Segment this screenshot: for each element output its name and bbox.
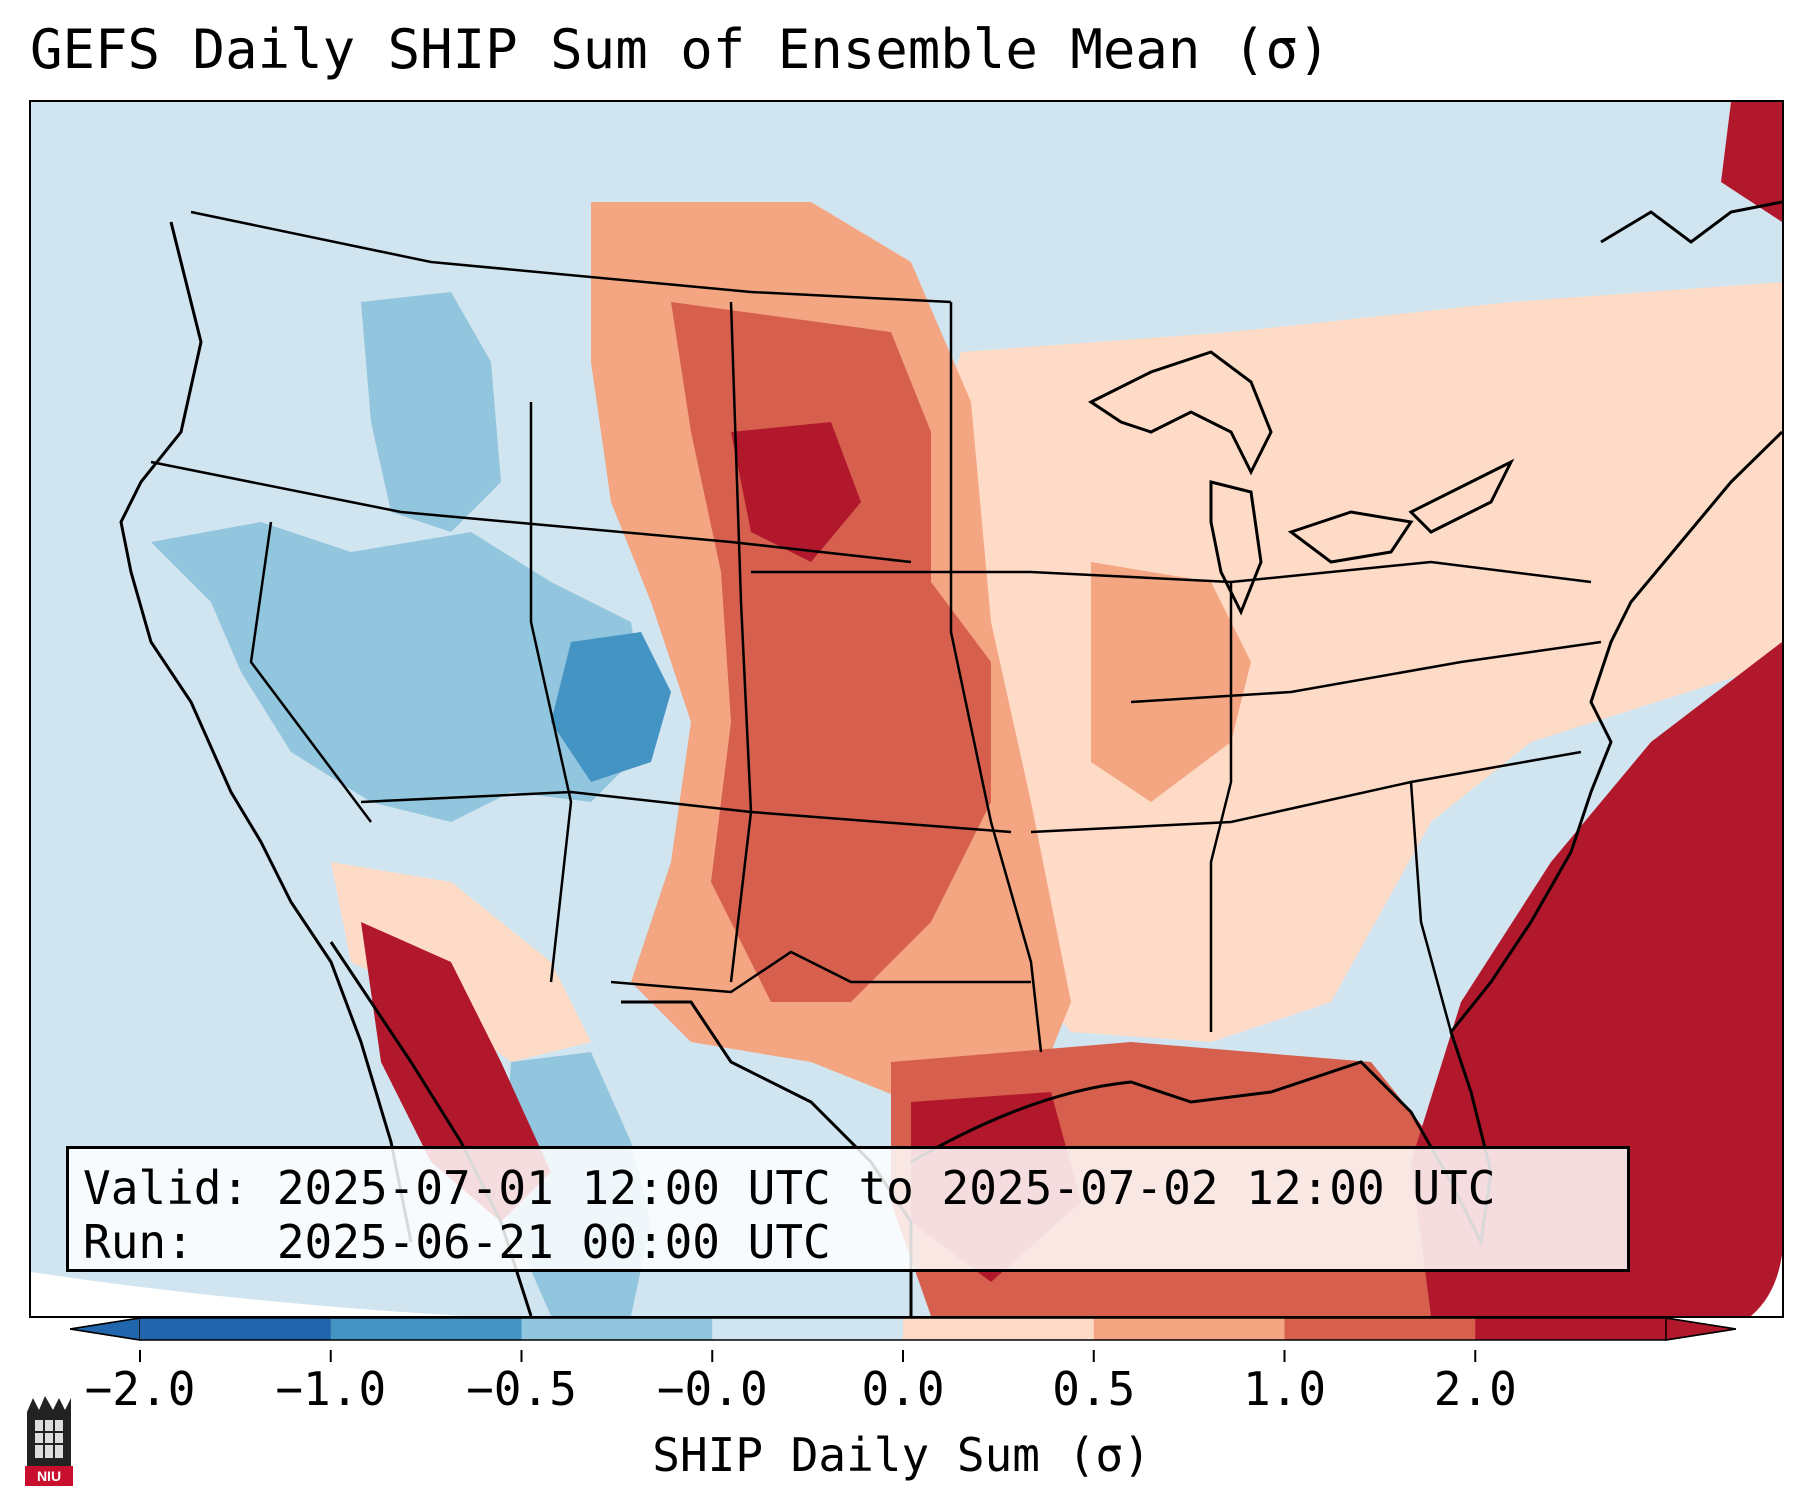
- state-borders: [150, 210, 1602, 1053]
- colorbar-segment: [712, 1318, 904, 1340]
- colorbar-tick-label: 0.0: [861, 1362, 945, 1416]
- colorbar-label: SHIP Daily Sum (σ): [652, 1428, 1151, 1482]
- chart-title: GEFS Daily SHIP Sum of Ensemble Mean (σ): [30, 18, 1331, 81]
- map-panel: [29, 100, 1784, 1318]
- info-box: Valid: 2025-07-01 12:00 UTC to 2025-07-0…: [66, 1146, 1630, 1272]
- warm-midwest: [1091, 562, 1251, 802]
- colorbar-tick-label: −2.0: [84, 1362, 196, 1416]
- colorbar-segment: [1284, 1318, 1476, 1340]
- light-warm-east: [921, 282, 1782, 1042]
- cool-region-core: [551, 632, 671, 782]
- colorbar-tick-label: −1.0: [275, 1362, 387, 1416]
- cool-region-west: [151, 522, 651, 822]
- run-line: Run: 2025-06-21 00:00 UTC: [83, 1215, 831, 1269]
- logo-text: NIU: [37, 1468, 61, 1484]
- cool-region-nw: [361, 292, 501, 532]
- extreme-northeast: [1721, 102, 1782, 222]
- extreme-dakotas: [731, 422, 861, 562]
- colorbar-segment: [1093, 1318, 1285, 1340]
- niu-logo: NIU: [25, 1396, 73, 1486]
- colorbar-segment: [903, 1318, 1095, 1340]
- coastlines: [119, 200, 1782, 1316]
- colorbar-tick-label: 2.0: [1433, 1362, 1517, 1416]
- colorbar-segment: [140, 1318, 332, 1340]
- colorbar-tick-label: −0.0: [656, 1362, 768, 1416]
- colorbar-tick-label: 1.0: [1242, 1362, 1327, 1416]
- valid-line: Valid: 2025-07-01 12:00 UTC to 2025-07-0…: [83, 1161, 1496, 1215]
- projection-edge-right: [1751, 1202, 1782, 1316]
- colorbar-tick-label: 0.5: [1052, 1362, 1136, 1416]
- light-warm-southwest: [331, 862, 591, 1062]
- colorbar-segment: [1475, 1318, 1667, 1340]
- colorbar-segment: [330, 1318, 522, 1340]
- ship-map: [31, 102, 1782, 1316]
- colorbar: [70, 1318, 1736, 1341]
- colorbar-ticks: [139, 1350, 1477, 1362]
- colorbar-segments: [70, 1318, 1736, 1341]
- colorbar-outline: [70, 1318, 1736, 1341]
- great-lakes: [1088, 350, 1515, 616]
- projection-edge-bottom: [31, 1272, 931, 1316]
- colorbar-segment: [521, 1318, 713, 1340]
- colorbar-tick-label: −0.5: [466, 1362, 577, 1416]
